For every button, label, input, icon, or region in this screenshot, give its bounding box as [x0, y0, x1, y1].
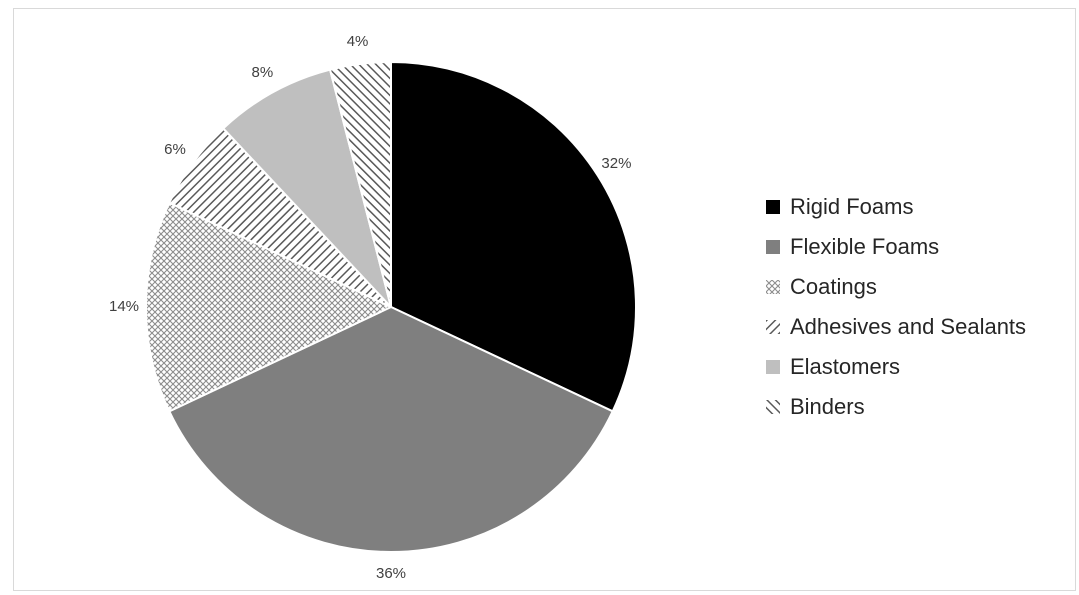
data-label-coatings: 14%: [109, 298, 139, 315]
data-label-flexible-foams: 36%: [376, 565, 406, 582]
legend: Rigid Foams Flexible Foams Coatings Adhesiv…: [766, 187, 1026, 427]
legend-swatch-binders: [766, 400, 780, 414]
legend-item-adhesives-and-sealants: Adhesives and Sealants: [766, 307, 1026, 347]
legend-label: Elastomers: [790, 354, 900, 380]
legend-item-coatings: Coatings: [766, 267, 1026, 307]
legend-swatch-rigid-foams: [766, 200, 780, 214]
legend-item-binders: Binders: [766, 387, 1026, 427]
legend-label: Rigid Foams: [790, 194, 913, 220]
legend-swatch-flexible-foams: [766, 240, 780, 254]
legend-item-elastomers: Elastomers: [766, 347, 1026, 387]
legend-item-flexible-foams: Flexible Foams: [766, 227, 1026, 267]
data-label-binders: 4%: [347, 33, 369, 50]
legend-label: Coatings: [790, 274, 877, 300]
data-label-rigid-foams: 32%: [601, 155, 631, 172]
data-label-adhesives-and-sealants: 6%: [164, 141, 186, 158]
legend-item-rigid-foams: Rigid Foams: [766, 187, 1026, 227]
legend-label: Binders: [790, 394, 865, 420]
chart-area: 32% 36% 14% 6% 8% 4% Rigid Foams Flexible Foam…: [13, 8, 1076, 591]
legend-swatch-adhesives-and-sealants: [766, 320, 780, 334]
legend-label: Adhesives and Sealants: [790, 314, 1026, 340]
legend-label: Flexible Foams: [790, 234, 939, 260]
data-label-elastomers: 8%: [252, 64, 274, 81]
legend-swatch-coatings: [766, 280, 780, 294]
legend-swatch-elastomers: [766, 360, 780, 374]
